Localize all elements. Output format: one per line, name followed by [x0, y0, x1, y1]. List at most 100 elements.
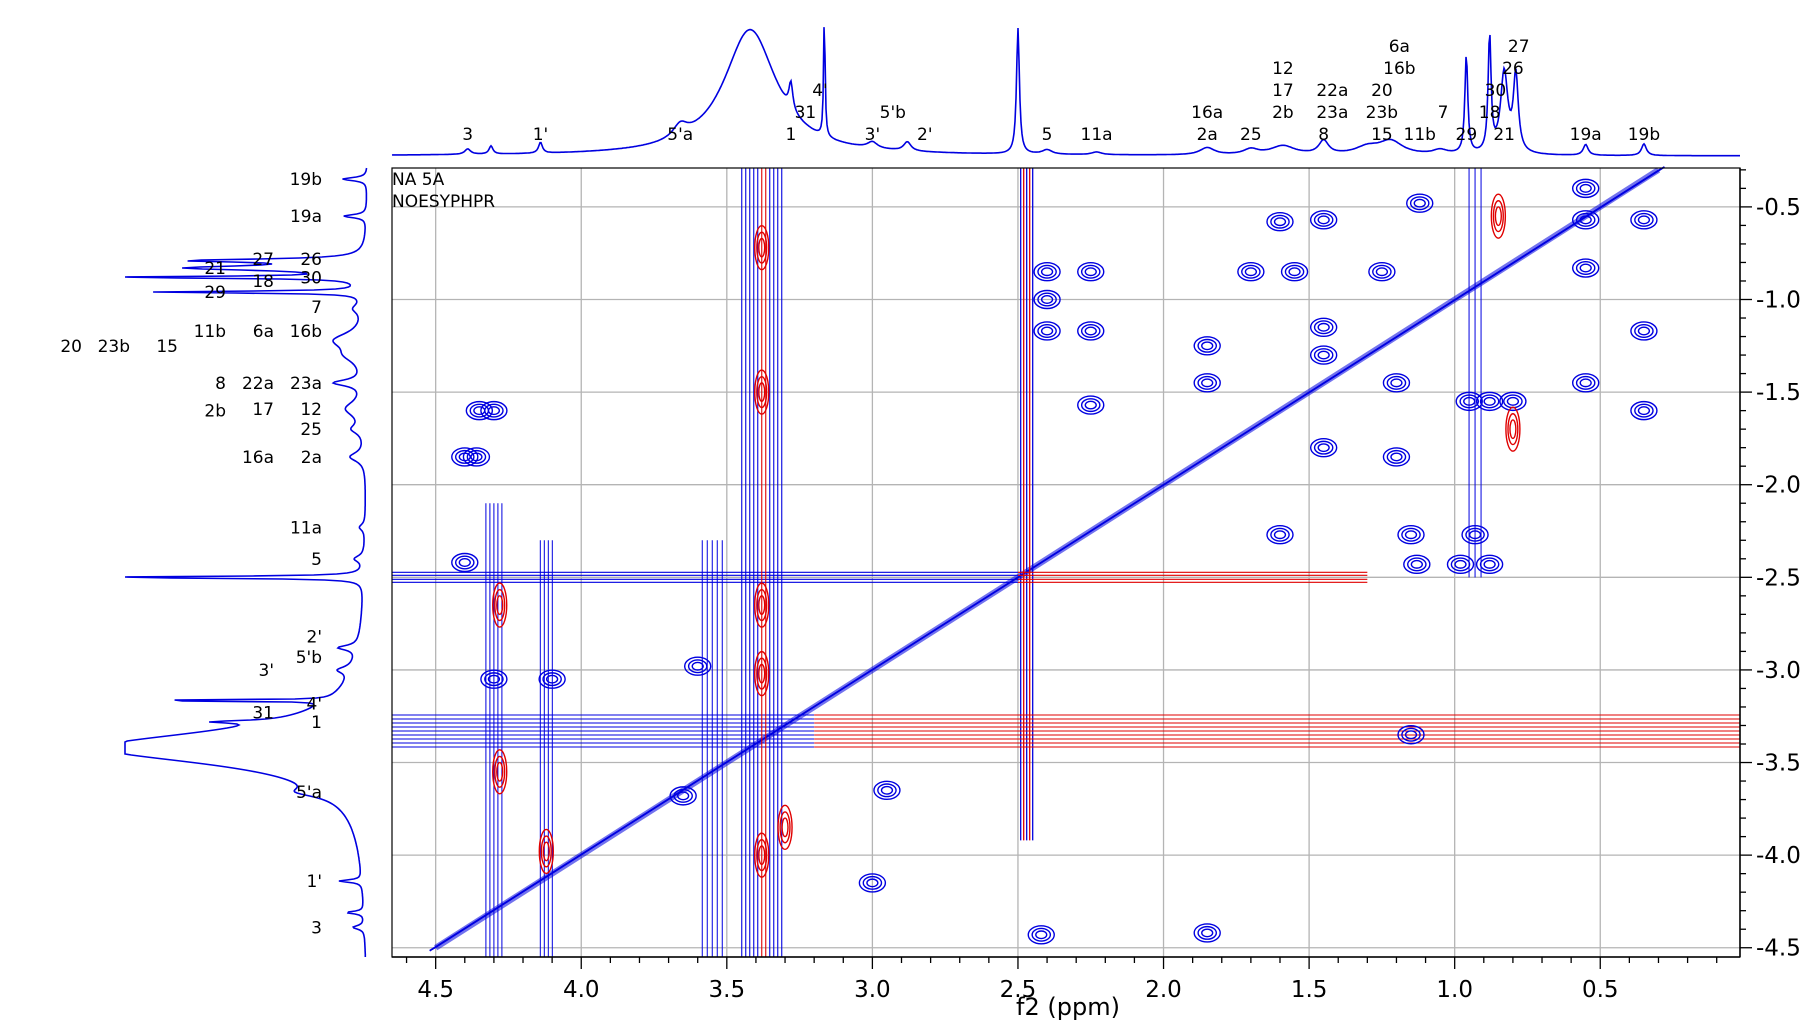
cross-peak-21: [1237, 262, 1265, 282]
cross-peak-12-contour-1: [1080, 264, 1101, 279]
cross-peak-38-contour-2: [1483, 559, 1496, 569]
x-tick-label-4: 2.5: [1000, 977, 1037, 1003]
cross-peak-14-contour-1: [1080, 398, 1101, 413]
cross-peak-53-contour-0: [754, 650, 770, 697]
left-peak-label-32: 5'a: [296, 783, 322, 803]
cross-peak-16: [1033, 289, 1061, 310]
cross-peak-21-contour-0: [1237, 262, 1265, 282]
left-peak-label-1: 19a: [290, 207, 322, 227]
cross-peak-22-contour-2: [1273, 530, 1287, 540]
cross-peak-26-contour-0: [1309, 317, 1338, 337]
cross-peak-54-contour-1: [756, 839, 768, 872]
cross-peak-35-contour-2: [1410, 559, 1423, 569]
cross-peak-10-contour-2: [880, 785, 894, 795]
top-peak-label-33: 19a: [1570, 125, 1602, 145]
cross-peak-50-contour-1: [756, 231, 768, 264]
left-peak-label-3: 27: [252, 250, 274, 270]
left-peak-label-34: 3: [311, 918, 322, 938]
cross-peak-26-contour-1: [1313, 320, 1334, 335]
experiment-name: NA 5A: [392, 170, 445, 190]
cross-peak-17-contour-1: [1037, 323, 1057, 338]
left-peak-label-24: 11a: [290, 518, 322, 538]
y-tick-label-0: -0.5: [1756, 195, 1801, 221]
cross-peak-22: [1266, 525, 1294, 545]
cross-peak-34-contour-0: [1406, 193, 1434, 213]
cross-peak-38-contour-1: [1479, 557, 1500, 572]
cross-peak-48: [1571, 258, 1600, 278]
cross-peak-13-contour-2: [1084, 326, 1097, 336]
top-peak-label-5: 4': [812, 81, 828, 101]
cross-peak-14: [1077, 395, 1105, 415]
cross-peak-35-contour-0: [1403, 554, 1431, 575]
cross-peak-52-contour-1: [756, 588, 768, 622]
cross-peak-13: [1077, 321, 1105, 341]
cross-peak-31-contour-2: [1390, 378, 1403, 388]
cross-peak-32: [1397, 525, 1425, 545]
cross-peak-52-contour-2: [758, 595, 766, 616]
cross-peak-37: [1461, 525, 1489, 545]
cross-peak-22-contour-0: [1266, 525, 1294, 545]
cross-peak-50-contour-2: [758, 237, 766, 258]
cross-peak-34: [1406, 193, 1434, 213]
left-peak-label-6: 18: [252, 272, 274, 292]
cross-peak-22-contour-1: [1270, 527, 1290, 542]
cross-peak-10: [873, 780, 901, 801]
cross-peak-42-contour-0: [1571, 178, 1600, 199]
cross-peak-36-contour-2: [1454, 559, 1467, 569]
cross-peak-46-contour-2: [1637, 406, 1651, 416]
cross-peak-49-contour-2: [781, 817, 789, 838]
cross-peak-30-contour-1: [1386, 449, 1407, 464]
cross-peak-3-contour-1: [454, 449, 475, 464]
left-peak-label-8: 7: [311, 298, 322, 318]
top-peak-label-24: 6a: [1389, 37, 1410, 57]
y-tick-label-3: -2.0: [1756, 473, 1801, 499]
cross-peak-49-contour-0: [777, 804, 793, 851]
left-peak-label-9: 16b: [290, 322, 322, 342]
cross-peak-14-contour-2: [1084, 400, 1097, 410]
cross-peak-13-contour-0: [1077, 321, 1105, 341]
left-peak-label-2: 26: [300, 250, 322, 270]
cross-peak-37-contour-1: [1465, 527, 1485, 542]
cross-peak-7-contour-2: [676, 791, 690, 801]
cross-peak-20-contour-2: [1201, 928, 1214, 938]
cross-peak-58-contour-0: [1505, 406, 1521, 452]
cross-peak-40-contour-0: [1455, 391, 1483, 412]
top-peak-label-2: 5'a: [667, 125, 693, 145]
cross-peak-31-contour-1: [1386, 375, 1407, 390]
left-peak-label-25: 5: [311, 550, 322, 570]
cross-peak-18-contour-1: [1197, 338, 1218, 353]
cross-peak-7-contour-0: [669, 786, 697, 806]
cross-peak-8-contour-2: [691, 661, 704, 671]
cross-peak-24-contour-0: [1280, 262, 1309, 282]
cross-peak-7-contour-1: [673, 788, 693, 803]
cross-peak-9-contour-0: [858, 873, 887, 893]
cross-peak-17: [1033, 321, 1061, 341]
cross-peak-8: [684, 656, 712, 676]
cross-peak-6-contour-2: [487, 406, 501, 416]
cross-peak-45-contour-2: [1637, 215, 1651, 225]
top-peak-label-16: 12: [1272, 59, 1294, 79]
cross-peak-52: [754, 582, 770, 628]
cross-peak-24-contour-2: [1288, 267, 1301, 277]
cross-peak-52-contour-0: [754, 582, 770, 628]
cross-peak-0-contour-1: [454, 555, 475, 570]
cross-peak-54-contour-0: [754, 832, 770, 878]
top-peak-label-21: 23b: [1366, 103, 1398, 123]
cross-peak-1-contour-2: [487, 674, 501, 684]
plot-border: [391, 167, 1741, 958]
cross-peak-41-contour-2: [1506, 396, 1520, 406]
cross-peak-4-contour-0: [462, 447, 491, 467]
cross-peak-8-contour-0: [684, 656, 712, 676]
cross-peak-46-contour-1: [1634, 403, 1654, 418]
left-peak-label-33: 1': [307, 872, 323, 892]
cross-peak-28: [1309, 437, 1338, 458]
cross-peak-50: [754, 224, 770, 271]
cross-peak-37-contour-0: [1461, 525, 1489, 545]
cross-peak-6: [480, 400, 508, 421]
x-tick-label-0: 4.5: [417, 977, 454, 1003]
left-peak-label-7: 29: [204, 283, 226, 303]
cross-peak-41-contour-0: [1499, 391, 1527, 412]
top-peak-label-13: 25: [1240, 125, 1262, 145]
cross-peak-23-contour-1: [1270, 214, 1290, 229]
